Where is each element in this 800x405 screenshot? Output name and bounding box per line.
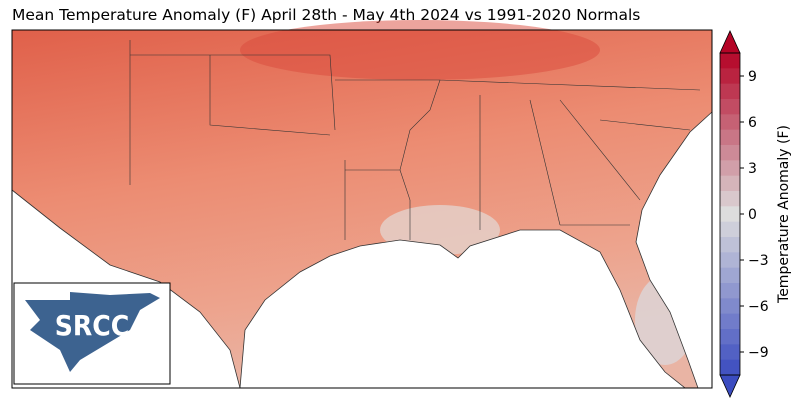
warm-core xyxy=(240,20,600,80)
colorbar-band xyxy=(720,252,740,269)
colorbar-band xyxy=(720,68,740,85)
colorbar-band xyxy=(720,160,740,177)
colorbar-extend-min xyxy=(719,374,741,398)
colorbar-extend-max xyxy=(719,30,741,54)
colorbar-band xyxy=(720,83,740,100)
logo-shape xyxy=(25,292,160,372)
logo-text: SRCC xyxy=(55,309,130,342)
colorbar-band xyxy=(720,53,740,69)
colorbar-band xyxy=(720,206,740,223)
colorbar-tick-label: −9 xyxy=(748,345,769,361)
colorbar-band xyxy=(720,221,740,238)
colorbar-band xyxy=(720,329,740,345)
colorbar-band xyxy=(720,129,740,146)
colorbar-band xyxy=(720,267,740,284)
logo: SRCC xyxy=(13,282,171,385)
colorbar-band xyxy=(720,283,740,299)
colorbar-band xyxy=(720,191,740,207)
colorbar-tick-label: 9 xyxy=(748,69,757,85)
colorbar-band xyxy=(720,359,740,376)
colorbar-tick-label: 6 xyxy=(748,115,757,131)
colorbar-band xyxy=(720,344,740,361)
gulf-of-mexico xyxy=(239,229,687,389)
colorbar-band xyxy=(720,237,740,253)
colorbar-band xyxy=(720,145,740,161)
colorbar-band xyxy=(720,313,740,330)
colorbar-band xyxy=(720,175,740,192)
colorbar: 9 6 3 0 −3 −6 −9 xyxy=(719,30,769,398)
colorbar-label: Temperature Anomaly (F) xyxy=(776,125,792,304)
colorbar-band xyxy=(720,99,740,115)
colorbar-band xyxy=(720,114,740,131)
map-frame xyxy=(11,29,713,389)
colorbar-band xyxy=(720,298,740,315)
colorbar-tick-label: −3 xyxy=(748,253,769,269)
colorbar-tick-label: 3 xyxy=(748,161,757,177)
map-title: Mean Temperature Anomaly (F) April 28th … xyxy=(12,6,640,24)
state-borders xyxy=(129,40,701,240)
colorbar-tick-label: −6 xyxy=(748,299,769,315)
colorbar-tick-label: 0 xyxy=(748,207,757,223)
